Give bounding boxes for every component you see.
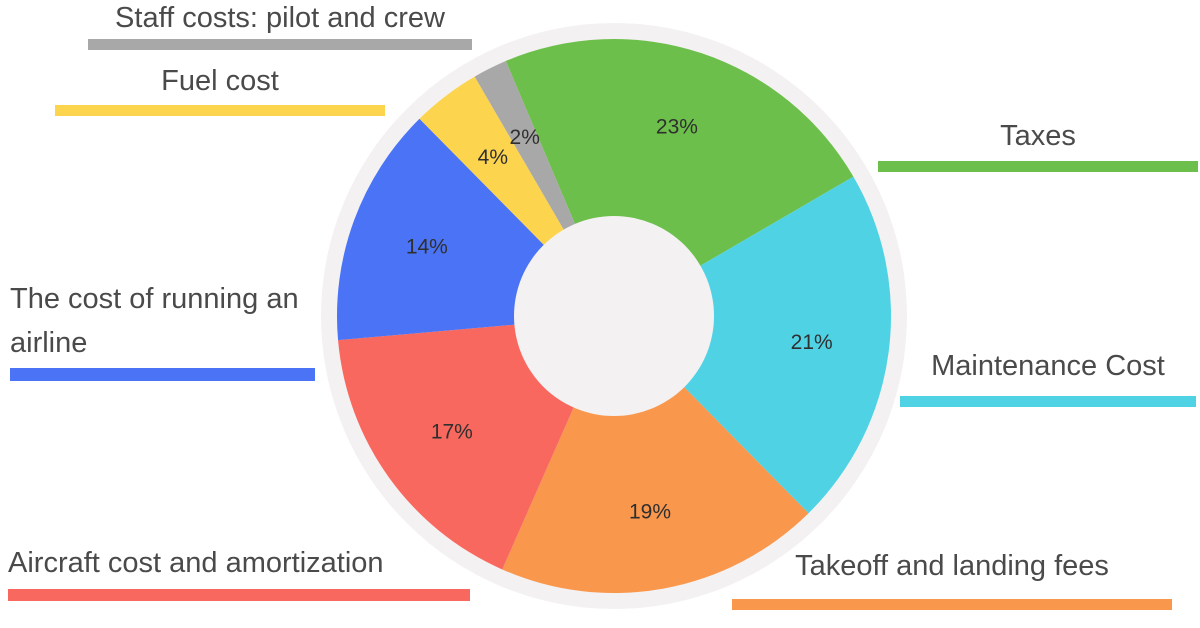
callout-fuel-cost: Fuel cost bbox=[55, 64, 385, 116]
slice-value-label: 21% bbox=[791, 331, 833, 354]
slice-value-label: 19% bbox=[629, 501, 671, 524]
callout-label: Fuel cost bbox=[161, 65, 279, 97]
callout-takeoff-fees: Takeoff and landing fees bbox=[732, 549, 1172, 610]
slice-value-label: 23% bbox=[656, 115, 698, 138]
slice-value-label: 4% bbox=[478, 146, 508, 169]
callout-label: Taxes bbox=[1000, 120, 1076, 152]
callout-maintenance-cost: Maintenance Cost bbox=[900, 349, 1196, 407]
callout-label: Takeoff and landing fees bbox=[795, 550, 1109, 582]
slice-value-label: 14% bbox=[406, 236, 448, 259]
callout-underline bbox=[878, 161, 1198, 172]
callout-underline bbox=[55, 105, 385, 116]
callout-aircraft-cost: Aircraft cost and amortization bbox=[8, 546, 470, 601]
callout-underline bbox=[88, 39, 472, 50]
callout-label: The cost of running an airline bbox=[10, 283, 299, 359]
slice-value-label: 2% bbox=[510, 126, 540, 149]
pie-slice-maintenance-cost bbox=[614, 176, 891, 514]
callout-label: Aircraft cost and amortization bbox=[8, 547, 384, 579]
callout-underline bbox=[900, 396, 1196, 407]
callout-underline bbox=[10, 368, 315, 381]
callout-label: Maintenance Cost bbox=[931, 350, 1165, 382]
callout-underline bbox=[732, 599, 1172, 610]
slice-value-label: 17% bbox=[431, 421, 473, 444]
chart-title: The cost of running an airline bbox=[10, 277, 315, 381]
donut-hole bbox=[514, 216, 714, 416]
callout-underline bbox=[8, 589, 470, 601]
callout-label: Staff costs: pilot and crew bbox=[115, 2, 445, 34]
callout-taxes: Taxes bbox=[878, 119, 1198, 172]
callout-staff-costs: Staff costs: pilot and crew bbox=[88, 1, 472, 50]
pie-slice-takeoff-and-landing-fees bbox=[502, 316, 809, 593]
